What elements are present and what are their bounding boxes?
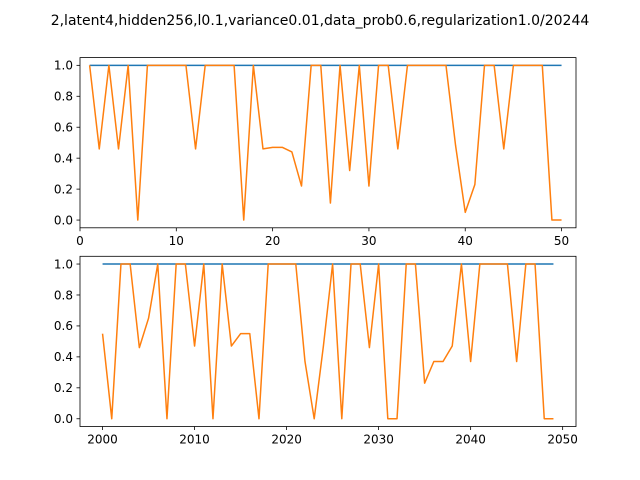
- x-tick-label: 50: [554, 234, 569, 248]
- y-tick-label: 0.4: [54, 151, 73, 165]
- series-line-1: [101, 263, 554, 420]
- axes-frame: [79, 57, 577, 229]
- x-tick-label: 2050: [547, 433, 578, 447]
- x-tick-label: 2010: [179, 433, 210, 447]
- subplot-top: 0 10 20 30 40 50 0.0 0.2 0.4 0.6 0.8 1.0: [54, 57, 577, 248]
- x-tick-label: 30: [361, 234, 376, 248]
- y-tick-label: 0.6: [54, 121, 73, 135]
- y-tick-label: 0.6: [54, 319, 73, 333]
- x-tick-label: 10: [169, 234, 184, 248]
- x-tick-label: 2030: [363, 433, 394, 447]
- y-tick-label: 0.8: [54, 90, 73, 104]
- subplot-bottom: 2000 2010 2020 2030 2040 2050 0.0 0.2 0.4 0.6 0.8 1…: [54, 255, 578, 447]
- y-tick-label: 0.4: [54, 350, 73, 364]
- x-tick-label: 0: [76, 234, 84, 248]
- x-tick-label: 20: [265, 234, 280, 248]
- x-tick-label: 2040: [455, 433, 486, 447]
- x-tick-label: 40: [458, 234, 473, 248]
- y-tick-label: 0.2: [54, 381, 73, 395]
- y-tick-label: 0.0: [54, 213, 73, 227]
- y-tick-label: 0.8: [54, 288, 73, 302]
- series-line-1: [88, 64, 562, 221]
- y-tick-label: 1.0: [54, 257, 73, 271]
- y-tick-label: 0.0: [54, 412, 73, 426]
- x-tick-label: 2000: [87, 433, 118, 447]
- x-tick-label: 2020: [271, 433, 302, 447]
- y-tick-label: 0.2: [54, 182, 73, 196]
- chart-title: 2,latent4,hidden256,l0.1,variance0.01,da…: [51, 13, 590, 29]
- y-tick-label: 1.0: [54, 59, 73, 73]
- axes-frame: [79, 255, 577, 427]
